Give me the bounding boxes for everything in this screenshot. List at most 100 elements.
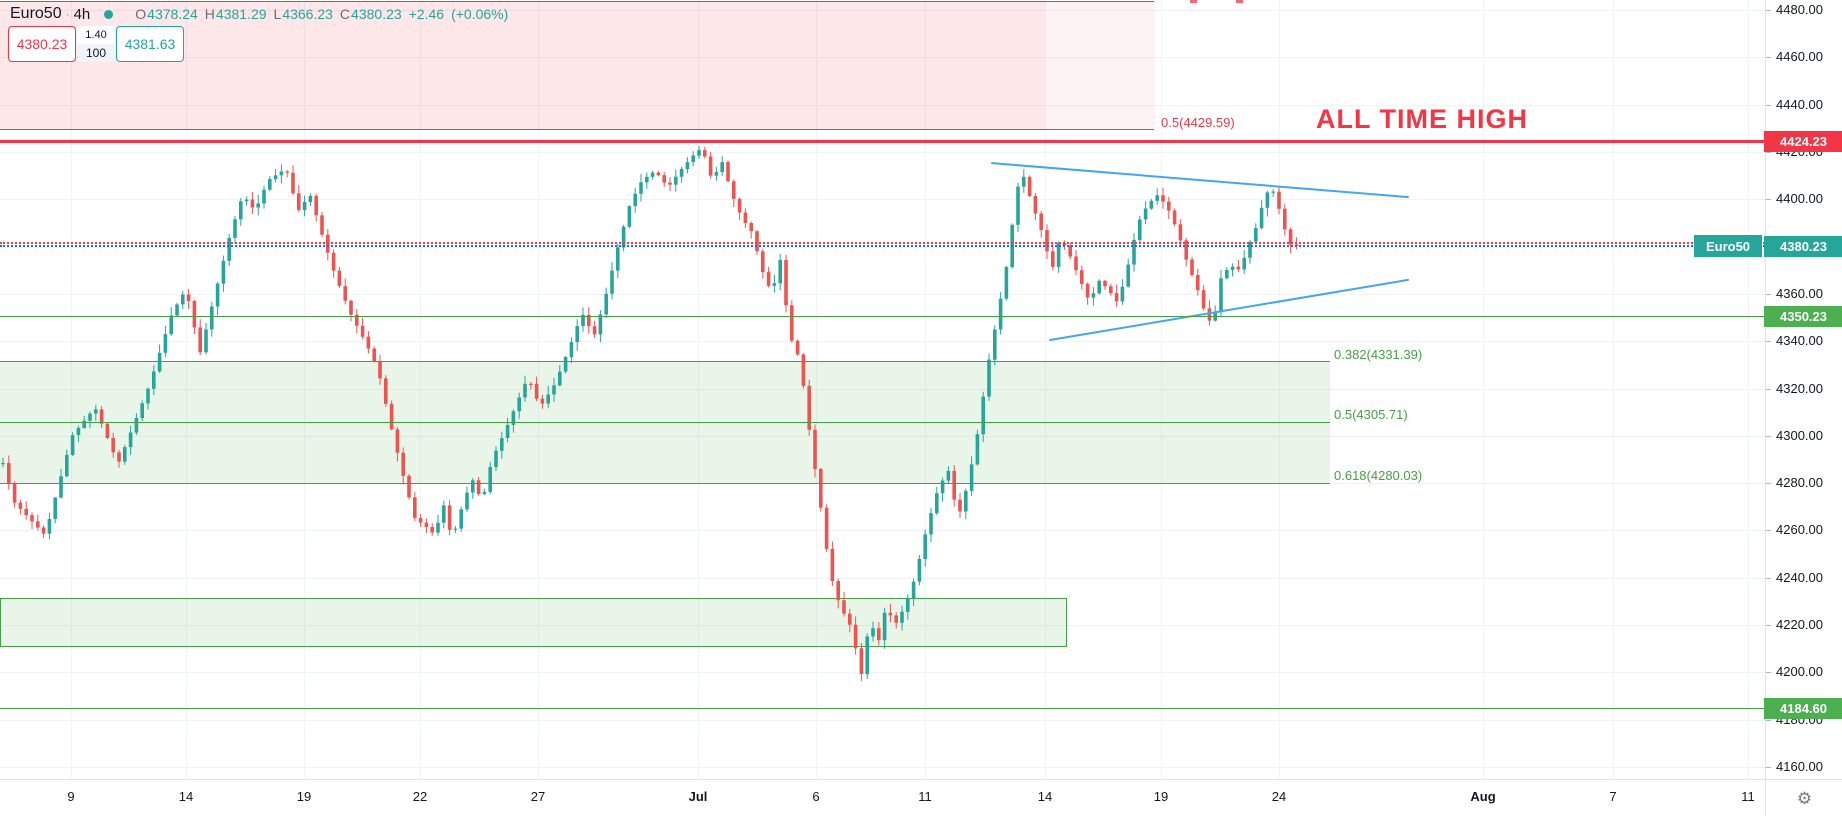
- price-tick-dash: [1766, 388, 1771, 390]
- chart-canvas[interactable]: 0.5(4429.59) 0.382(4331.39) 0.5(4305.71) 0.…: [0, 0, 1765, 779]
- horizontal-gridline: [0, 10, 1765, 11]
- time-tick-label: 6: [812, 789, 820, 804]
- all-time-high-label: ALL TIME HIGH: [1316, 104, 1528, 134]
- price-axis[interactable]: 4480.004460.004440.004420.004400.004380.…: [1694, 0, 1842, 779]
- vertical-gridline: [420, 0, 421, 779]
- price-tick-dash: [1766, 483, 1771, 485]
- vertical-gridline: [71, 0, 72, 779]
- price-tick-label: 4200.00: [1776, 664, 1823, 680]
- buy-button[interactable]: 4381.63: [116, 26, 184, 62]
- price-tick-dash: [1766, 341, 1771, 343]
- spread-value: 1.40: [77, 26, 115, 44]
- time-tick-label: 22: [412, 789, 428, 804]
- fib-0.5-upper: [0, 128, 1154, 130]
- high-value: 4381.29: [215, 6, 267, 22]
- time-axis[interactable]: 9 14 19 22 27 Jul 6 11 14 19 24 Aug 7 11: [0, 779, 1765, 816]
- horizontal-gridline: [0, 766, 1765, 768]
- ohlc-readout: O4378.24 H4381.29 L4366.23 C4380.23 +2.4…: [135, 6, 508, 22]
- vertical-gridline: [1161, 0, 1162, 779]
- close-value: 4380.23: [351, 6, 402, 22]
- price-tick-label: 4300.00: [1776, 427, 1823, 443]
- horizontal-gridline: [0, 625, 1765, 627]
- time-tick-label: 7: [1609, 789, 1617, 804]
- quantity-field[interactable]: 100: [77, 44, 115, 62]
- pennant-lower: [1049, 278, 1409, 341]
- time-tick-label: 19: [1153, 789, 1169, 804]
- change-value: +2.46: [408, 6, 445, 22]
- fib-level-label: 0.5(4305.71): [1334, 407, 1408, 423]
- horizontal-gridline: [0, 577, 1765, 579]
- vertical-gridline: [698, 0, 699, 779]
- price-tick-dash: [1766, 625, 1771, 627]
- price-tick-label: 4280.00: [1776, 475, 1823, 491]
- time-tick-label: 11: [1741, 789, 1755, 804]
- fib-level-label: 0.618(4280.03): [1334, 468, 1423, 484]
- horizontal-gridline: [0, 57, 1765, 59]
- time-tick-label: 24: [1271, 789, 1287, 804]
- vertical-gridline: [1748, 0, 1749, 779]
- price-tick-label: 4240.00: [1776, 569, 1823, 585]
- low-value: 4366.23: [282, 6, 333, 22]
- price-tick-label: 4160.00: [1776, 758, 1823, 774]
- time-tick-label: 14: [1037, 789, 1053, 804]
- price-tick-dash: [1766, 104, 1771, 106]
- price-tick-dash: [1766, 577, 1771, 579]
- market-status-dot-icon: [104, 9, 114, 19]
- price-badge-4424.23: 4424.23: [1764, 131, 1842, 153]
- trade-widget: 4380.23 1.40 100 4381.63: [8, 26, 184, 62]
- price-tick-label: 4340.00: [1776, 333, 1823, 349]
- candlestick-plot: [1, 145, 1409, 682]
- price-badge-4184.60: 4184.60: [1764, 698, 1842, 720]
- time-tick-label: Jul: [688, 789, 708, 804]
- high-label: H: [204, 6, 215, 22]
- price-scale-settings-gear-icon[interactable]: ⚙: [1796, 789, 1813, 808]
- interval-label[interactable]: 4h: [73, 5, 91, 23]
- level-4350: [0, 316, 1765, 318]
- price-tick-label: 4400.00: [1776, 191, 1823, 207]
- horizontal-gridline: [0, 435, 1765, 437]
- vertical-gridline: [304, 0, 305, 779]
- symbol-name[interactable]: Euro50: [10, 5, 62, 22]
- legend-separator: ·: [65, 7, 70, 21]
- horizontal-gridline: [0, 483, 1765, 485]
- supply-zone-main: [0, 1, 1045, 130]
- horizontal-gridline: [0, 341, 1765, 343]
- time-tick-label: 14: [178, 789, 194, 804]
- time-tick-label: 9: [67, 789, 75, 804]
- change-percent: (+0.06%): [451, 6, 509, 22]
- vertical-gridline: [1045, 0, 1046, 779]
- supply-top-line: [0, 1, 1154, 3]
- price-tick-label: 4460.00: [1776, 49, 1823, 65]
- open-value: 4378.24: [147, 6, 198, 22]
- price-tick-dash: [1766, 10, 1771, 11]
- price-badge-4380.23: 4380.23: [1764, 235, 1842, 257]
- price-tick-dash: [1766, 151, 1771, 153]
- vertical-gridline: [538, 0, 539, 779]
- ask-line: [0, 241, 1765, 244]
- price-tick-dash: [1766, 672, 1771, 674]
- horizontal-gridline: [0, 104, 1765, 106]
- time-tick-label: 11: [918, 789, 932, 804]
- fib-level-label: 0.382(4331.39): [1334, 346, 1423, 362]
- ath-line: [0, 140, 1765, 144]
- time-tick-label: Aug: [1470, 789, 1496, 804]
- last-line: [0, 245, 1765, 248]
- price-tick-dash: [1766, 435, 1771, 437]
- horizontal-gridline: [0, 530, 1765, 532]
- demand-zone: [0, 597, 1067, 648]
- horizontal-gridline: [0, 246, 1765, 248]
- fib-level-label: 0.5(4429.59): [1161, 115, 1235, 131]
- price-tick-label: 4320.00: [1776, 380, 1823, 396]
- price-tick-label: 4360.00: [1776, 285, 1823, 301]
- vertical-gridline: [186, 0, 187, 779]
- time-tick-label: 19: [296, 789, 312, 804]
- horizontal-gridline: [0, 293, 1765, 295]
- price-tick-label: 4480.00: [1776, 2, 1823, 17]
- symbol-legend[interactable]: Euro50 · 4h O4378.24 H4381.29 L4366.23 C…: [10, 5, 508, 23]
- vertical-gridline: [925, 0, 926, 779]
- low-label: L: [273, 6, 282, 22]
- price-tick-dash: [1766, 199, 1771, 201]
- sell-button[interactable]: 4380.23: [8, 26, 76, 62]
- price-badge-4350.23: 4350.23: [1764, 306, 1842, 328]
